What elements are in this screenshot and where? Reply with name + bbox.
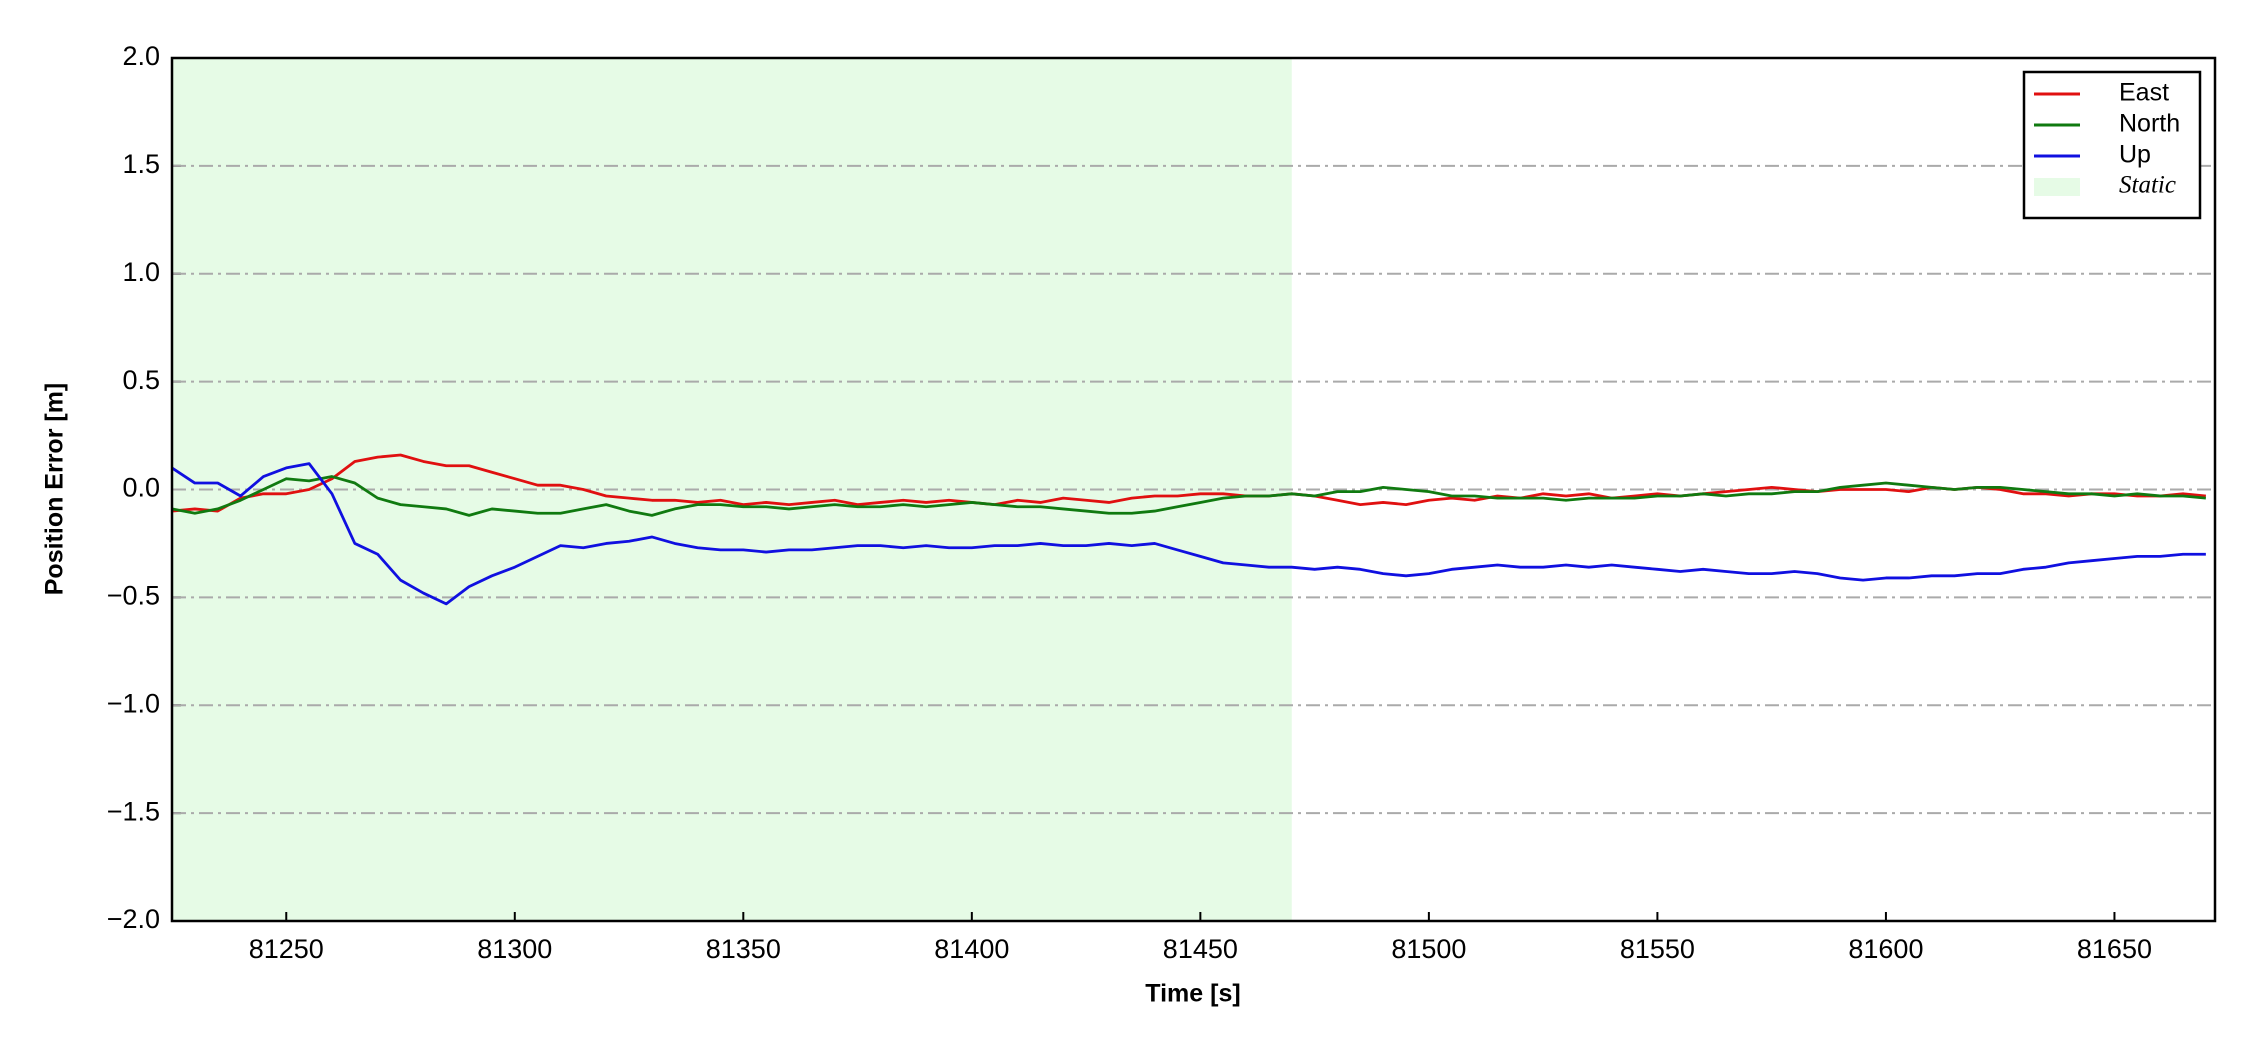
x-axis-label: Time [s]	[1145, 980, 1240, 1008]
y-tick-label: 0.0	[122, 473, 160, 503]
legend-swatch	[2034, 178, 2080, 196]
y-tick-label: −1.0	[107, 688, 160, 718]
y-tick-label: −0.5	[107, 581, 160, 611]
series-line	[171, 453, 2206, 513]
y-tick-label: 1.0	[122, 257, 160, 287]
x-tick-label: 81550	[1620, 934, 1695, 964]
legend-label: Static	[2119, 172, 2176, 199]
y-tick-label: −1.5	[107, 796, 160, 826]
y-tick-label: −2.0	[107, 904, 160, 934]
y-tick-label: 1.5	[122, 149, 160, 179]
x-tick-label: 81450	[1163, 934, 1238, 964]
x-tick-label: 81300	[477, 934, 552, 964]
series-line	[171, 462, 2206, 606]
x-tick-label: 81250	[249, 934, 324, 964]
y-tick-label: 2.0	[122, 41, 160, 71]
legend-label: North	[2119, 110, 2180, 138]
x-tick-label: 81500	[1391, 934, 1466, 964]
y-axis-label: Position Error [m]	[41, 383, 69, 596]
series-line	[171, 475, 2206, 517]
legend-label: Up	[2119, 141, 2151, 169]
x-tick-label: 81600	[1848, 934, 1923, 964]
x-tick-label: 81650	[2077, 934, 2152, 964]
y-tick-label: 0.5	[122, 365, 160, 395]
legend-label: East	[2119, 79, 2169, 107]
x-tick-label: 81400	[934, 934, 1009, 964]
plot-frame	[170, 56, 2217, 923]
x-tick-label: 81350	[706, 934, 781, 964]
